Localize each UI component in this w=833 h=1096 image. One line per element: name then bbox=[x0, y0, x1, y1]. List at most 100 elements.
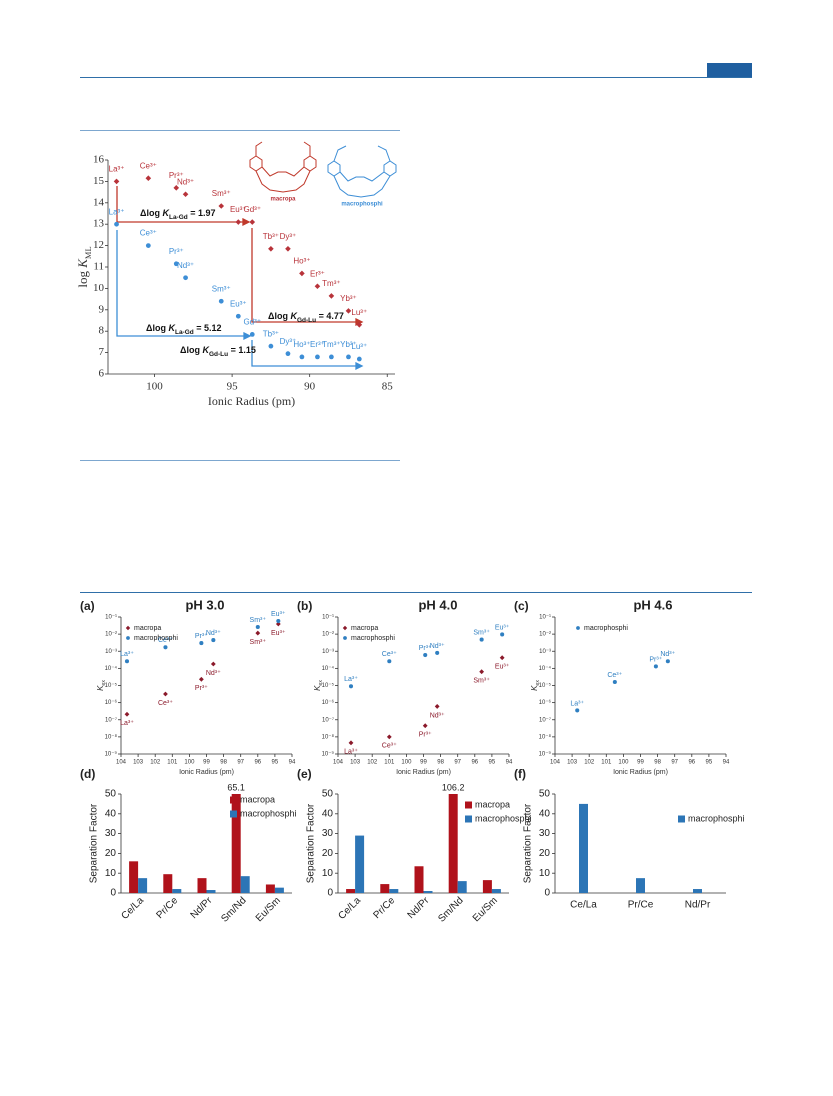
data-point bbox=[268, 343, 274, 349]
data-point bbox=[249, 332, 255, 337]
y-tick-label: 20 bbox=[322, 848, 334, 859]
x-tick-label: 102 bbox=[584, 760, 595, 766]
x-tick-label: Nd/Pr bbox=[685, 900, 711, 911]
data-point bbox=[199, 641, 204, 646]
point-label: Ce³⁺ bbox=[382, 743, 397, 750]
data-point bbox=[235, 313, 241, 319]
point-label: Dy³⁺ bbox=[280, 337, 297, 346]
data-point bbox=[423, 653, 428, 658]
legend-label: macrophosphi bbox=[240, 808, 297, 818]
data-point bbox=[346, 354, 351, 360]
y-tick-label: 50 bbox=[322, 789, 334, 800]
legend-label: macropa bbox=[351, 625, 378, 632]
data-point bbox=[653, 664, 658, 669]
x-tick-label: 101 bbox=[167, 760, 178, 766]
point-label: Ho³⁺ bbox=[293, 257, 310, 266]
y-tick-label: 10⁻⁶ bbox=[539, 699, 552, 706]
x-axis-label: Ionic Radius (pm) bbox=[208, 394, 295, 408]
data-point bbox=[348, 740, 354, 746]
y-tick-label: 9 bbox=[99, 303, 105, 315]
data-point bbox=[387, 659, 392, 664]
y-tick-label: 10⁻² bbox=[322, 632, 334, 638]
bar bbox=[355, 835, 365, 893]
y-tick-label: 14 bbox=[93, 196, 105, 208]
bar bbox=[197, 878, 207, 893]
y-tick-label: 10⁻⁵ bbox=[322, 682, 335, 689]
annotation-part: Gd-Lu bbox=[297, 317, 316, 324]
x-axis-label: Ionic Radius (pm) bbox=[613, 769, 668, 776]
data-point bbox=[665, 659, 670, 664]
data-point bbox=[255, 624, 260, 630]
y-tick-label: 10 bbox=[93, 282, 105, 294]
data-point bbox=[500, 632, 505, 637]
bar bbox=[491, 889, 501, 893]
bar bbox=[274, 887, 284, 893]
x-tick-label: 102 bbox=[150, 760, 161, 766]
legend-swatch bbox=[230, 796, 237, 804]
y-axis-label-part: K bbox=[96, 685, 105, 691]
x-tick-label: 101 bbox=[601, 760, 612, 766]
legend-label: macrophosphi bbox=[351, 635, 395, 642]
point-label: La³⁺ bbox=[109, 165, 125, 174]
y-tick-label: 10⁻⁷ bbox=[539, 716, 551, 723]
data-point bbox=[299, 270, 305, 277]
annotation: Δlog KGd-Lu = 1.15 bbox=[180, 345, 256, 358]
legend-swatch bbox=[230, 810, 237, 818]
y-tick-label: 10⁻³ bbox=[322, 649, 334, 655]
point-label: La³⁺ bbox=[344, 676, 358, 683]
data-point bbox=[218, 203, 225, 209]
x-tick-label: 95 bbox=[706, 760, 713, 766]
data-point bbox=[315, 354, 320, 360]
chart-title: pH 4.6 bbox=[633, 597, 672, 612]
annotation-part: K bbox=[162, 208, 170, 218]
y-tick-label: 11 bbox=[93, 261, 104, 273]
x-tick-label: 97 bbox=[454, 760, 461, 766]
y-tick-label: 10⁻⁵ bbox=[105, 682, 118, 689]
point-label: Sm³⁺ bbox=[250, 639, 267, 646]
data-point bbox=[499, 655, 505, 661]
y-tick-label: 40 bbox=[322, 808, 334, 819]
point-label: Pr³⁺ bbox=[649, 656, 662, 663]
y-tick-label: 10⁻⁵ bbox=[539, 682, 552, 689]
legend-swatch bbox=[465, 801, 472, 809]
y-axis-label-part: K bbox=[313, 685, 322, 691]
data-point bbox=[479, 637, 484, 642]
y-tick-label: 20 bbox=[105, 848, 117, 859]
point-label: Eu³⁺ bbox=[230, 205, 247, 214]
data-point bbox=[183, 275, 188, 281]
point-label: Eu³⁺ bbox=[495, 664, 510, 671]
point-label: Nd³⁺ bbox=[660, 651, 675, 658]
bar bbox=[231, 794, 241, 893]
y-tick-label: 30 bbox=[539, 828, 551, 839]
point-label: Yb³⁺ bbox=[340, 294, 357, 303]
point-label: Er³⁺ bbox=[310, 269, 325, 278]
y-tick-label: 10⁻⁴ bbox=[539, 665, 552, 672]
annotation-part: Δlog bbox=[180, 345, 202, 355]
legend-label: macrophosphi bbox=[584, 625, 628, 632]
annotation-part: = 4.77 bbox=[316, 311, 344, 321]
data-point bbox=[356, 356, 362, 362]
data-point bbox=[276, 619, 281, 624]
y-tick-label: 15 bbox=[93, 175, 105, 187]
data-point bbox=[211, 638, 216, 643]
bar bbox=[423, 891, 433, 893]
point-label: Nd³⁺ bbox=[206, 670, 221, 677]
bar bbox=[636, 878, 645, 893]
y-tick-label: 6 bbox=[99, 368, 105, 380]
panel-label: (a) bbox=[80, 599, 95, 613]
y-tick-label: 10⁻⁴ bbox=[322, 665, 335, 672]
point-label: Ce³⁺ bbox=[158, 700, 173, 707]
data-point bbox=[163, 691, 168, 697]
data-point bbox=[198, 676, 204, 682]
point-label: Ce³⁺ bbox=[140, 161, 157, 170]
y-tick-label: 16 bbox=[93, 154, 105, 166]
panel-label: (d) bbox=[80, 767, 95, 781]
point-label: La³⁺ bbox=[109, 207, 125, 216]
x-tick-label: 94 bbox=[289, 760, 296, 766]
data-point bbox=[275, 621, 281, 627]
point-label: Ce³⁺ bbox=[158, 637, 173, 644]
x-tick-label: 103 bbox=[567, 760, 578, 766]
data-point bbox=[268, 246, 274, 252]
x-tick-label: 98 bbox=[654, 760, 661, 766]
x-tick-label: 103 bbox=[350, 760, 361, 766]
